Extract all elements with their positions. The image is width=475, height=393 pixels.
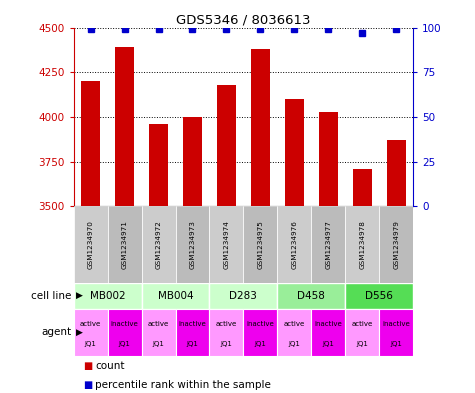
Bar	[74, 206, 107, 283]
Bar	[387, 140, 406, 206]
Text: inactive: inactive	[179, 321, 206, 327]
Text: GSM1234972: GSM1234972	[155, 220, 162, 269]
Text: active: active	[284, 321, 305, 327]
Text: JQ1: JQ1	[288, 341, 300, 347]
Bar	[277, 283, 345, 309]
Bar	[107, 309, 142, 356]
Bar	[176, 309, 209, 356]
Text: GSM1234977: GSM1234977	[325, 220, 332, 269]
Bar	[217, 85, 236, 206]
Text: GSM1234971: GSM1234971	[122, 220, 128, 269]
Text: D283: D283	[229, 291, 257, 301]
Bar	[312, 309, 345, 356]
Text: inactive: inactive	[247, 321, 274, 327]
Bar	[142, 283, 209, 309]
Text: JQ1: JQ1	[85, 341, 96, 347]
Bar	[312, 206, 345, 283]
Bar	[74, 283, 142, 309]
Text: GSM1234979: GSM1234979	[393, 220, 399, 269]
Text: ■: ■	[83, 361, 92, 371]
Text: active: active	[80, 321, 101, 327]
Text: GSM1234970: GSM1234970	[87, 220, 94, 269]
Bar	[149, 124, 168, 206]
Text: JQ1: JQ1	[390, 341, 402, 347]
Bar	[353, 169, 371, 206]
Text: GSM1234973: GSM1234973	[190, 220, 196, 269]
Text: inactive: inactive	[314, 321, 342, 327]
Bar	[115, 47, 134, 206]
Bar	[345, 283, 413, 309]
Text: ▶: ▶	[76, 328, 83, 336]
Text: agent: agent	[41, 327, 71, 337]
Bar	[379, 206, 413, 283]
Bar	[319, 112, 338, 206]
Text: percentile rank within the sample: percentile rank within the sample	[95, 380, 271, 390]
Bar	[107, 206, 142, 283]
Text: active: active	[352, 321, 373, 327]
Text: JQ1: JQ1	[187, 341, 199, 347]
Bar	[209, 283, 277, 309]
Bar	[209, 309, 243, 356]
Text: JQ1: JQ1	[323, 341, 334, 347]
Bar	[277, 309, 311, 356]
Text: JQ1: JQ1	[119, 341, 131, 347]
Bar	[285, 99, 304, 206]
Text: JQ1: JQ1	[152, 341, 164, 347]
Text: JQ1: JQ1	[356, 341, 368, 347]
Bar	[209, 206, 243, 283]
Text: active: active	[148, 321, 169, 327]
Text: D458: D458	[297, 291, 325, 301]
Bar	[183, 117, 202, 206]
Text: count: count	[95, 361, 124, 371]
Bar	[81, 81, 100, 206]
Text: GSM1234974: GSM1234974	[223, 220, 229, 269]
Bar	[345, 206, 379, 283]
Text: inactive: inactive	[111, 321, 138, 327]
Text: cell line: cell line	[31, 291, 71, 301]
Text: JQ1: JQ1	[220, 341, 232, 347]
Bar	[243, 206, 277, 283]
Text: MB002: MB002	[90, 291, 125, 301]
Text: ▶: ▶	[76, 291, 83, 300]
Bar	[74, 309, 107, 356]
Text: JQ1: JQ1	[255, 341, 266, 347]
Text: inactive: inactive	[382, 321, 410, 327]
Text: GSM1234978: GSM1234978	[359, 220, 365, 269]
Bar	[277, 206, 311, 283]
Bar	[176, 206, 209, 283]
Bar	[379, 309, 413, 356]
Bar	[243, 309, 277, 356]
Text: MB004: MB004	[158, 291, 193, 301]
Bar	[142, 309, 176, 356]
Title: GDS5346 / 8036613: GDS5346 / 8036613	[176, 13, 311, 26]
Text: D556: D556	[365, 291, 393, 301]
Text: GSM1234976: GSM1234976	[291, 220, 297, 269]
Text: ■: ■	[83, 380, 92, 390]
Bar	[142, 206, 176, 283]
Bar	[251, 49, 270, 206]
Text: active: active	[216, 321, 237, 327]
Text: GSM1234975: GSM1234975	[257, 220, 264, 269]
Bar	[345, 309, 379, 356]
